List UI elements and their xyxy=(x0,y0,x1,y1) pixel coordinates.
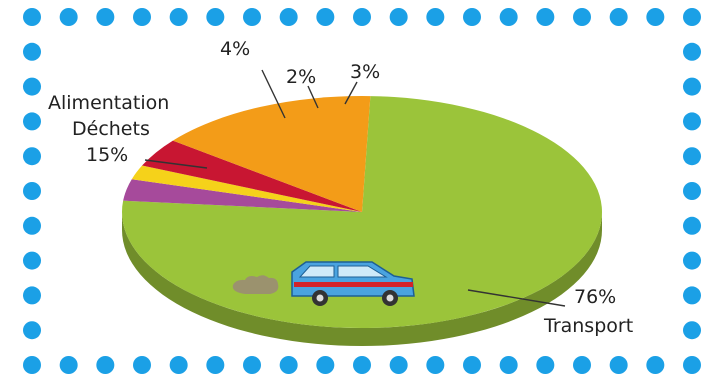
frame-dot xyxy=(389,356,408,374)
frame-dot xyxy=(206,8,225,26)
frame-dot xyxy=(683,8,701,26)
frame-dot xyxy=(683,42,701,61)
pie-slices xyxy=(122,95,602,328)
frame-dot xyxy=(609,356,628,374)
frame-dot xyxy=(683,147,701,166)
pie-slice-share-4 xyxy=(142,140,362,212)
pie-slice-share-2 xyxy=(131,165,362,212)
label-2pct: 2% xyxy=(286,66,316,88)
car-icon xyxy=(232,261,415,306)
leader-line-transport xyxy=(467,289,566,307)
pie-slice-transport xyxy=(122,96,602,328)
label-4pct: 4% xyxy=(220,38,250,60)
frame-dot xyxy=(133,8,151,26)
frame-dot xyxy=(316,356,335,374)
frame-dot xyxy=(23,77,41,96)
frame-dot xyxy=(59,356,78,374)
frame-dot xyxy=(23,216,41,235)
frame-dot xyxy=(609,8,628,26)
frame-dot xyxy=(683,286,701,305)
frame-dot xyxy=(426,356,445,374)
frame-dot xyxy=(573,356,591,374)
frame-dot xyxy=(683,251,701,270)
leader-line-3pct xyxy=(344,81,358,105)
frame-dot xyxy=(23,321,41,340)
pie-slice-alimentation xyxy=(172,95,371,212)
frame-dot xyxy=(646,356,665,374)
frame-dot xyxy=(353,8,371,26)
label-76pct: 76% xyxy=(574,286,616,308)
frame-dot xyxy=(206,356,225,374)
frame-dot xyxy=(573,8,591,26)
frame-dot xyxy=(23,42,41,61)
frame-dot xyxy=(683,182,701,200)
pie-slice-share-3 xyxy=(123,179,363,212)
frame-dot xyxy=(23,147,41,166)
smoke-cloud-icon xyxy=(232,275,279,294)
dotted-frame xyxy=(23,8,701,374)
pie-side-depth xyxy=(122,212,602,346)
label-3pct: 3% xyxy=(350,61,380,83)
frame-dot xyxy=(683,77,701,96)
frame-dot xyxy=(499,8,518,26)
frame-dot xyxy=(426,8,445,26)
frame-dot xyxy=(389,8,408,26)
frame-dot xyxy=(683,321,701,340)
frame-dot xyxy=(463,8,481,26)
frame-dot xyxy=(279,8,298,26)
frame-dot xyxy=(169,356,188,374)
frame-dot xyxy=(683,356,701,374)
frame-dot xyxy=(23,251,41,270)
leader-line-alimentation xyxy=(144,159,208,169)
leader-line-2pct xyxy=(307,85,319,109)
frame-dot xyxy=(23,182,41,200)
label-dechets: Déchets xyxy=(72,118,150,140)
frame-dot xyxy=(646,8,665,26)
frame-dot xyxy=(683,216,701,235)
frame-dot xyxy=(279,356,298,374)
frame-dot xyxy=(96,356,115,374)
frame-dot xyxy=(353,356,371,374)
frame-dot xyxy=(499,356,518,374)
frame-dot xyxy=(23,286,41,305)
frame-dot xyxy=(463,356,481,374)
frame-dot xyxy=(243,356,261,374)
frame-dot xyxy=(23,8,41,26)
frame-dot xyxy=(133,356,151,374)
frame-dot xyxy=(683,112,701,131)
frame-dot xyxy=(536,8,555,26)
frame-dot xyxy=(23,356,41,374)
pie-slice-side xyxy=(122,212,602,346)
leader-line-4pct xyxy=(261,69,286,119)
frame-dot xyxy=(169,8,188,26)
label-transport: Transport xyxy=(543,315,633,337)
frame-dot xyxy=(316,8,335,26)
frame-dot xyxy=(96,8,115,26)
frame-dot xyxy=(23,112,41,131)
frame-dot xyxy=(536,356,555,374)
label-15pct: 15% xyxy=(86,144,128,166)
label-alimentation: Alimentation xyxy=(48,92,169,114)
frame-dot xyxy=(243,8,261,26)
frame-dot xyxy=(59,8,78,26)
